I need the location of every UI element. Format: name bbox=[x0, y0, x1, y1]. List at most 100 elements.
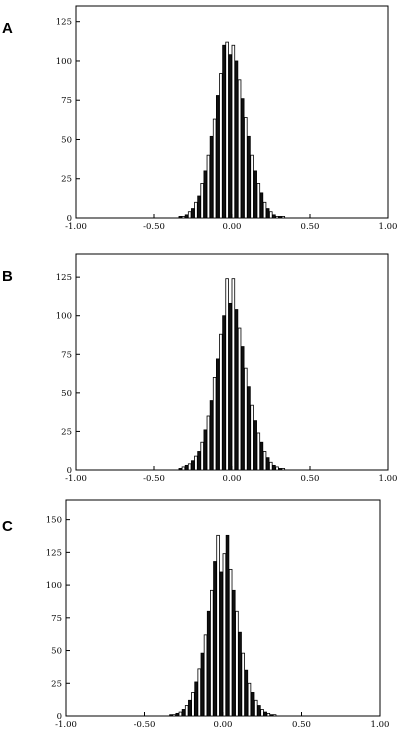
histogram-bar bbox=[269, 461, 273, 471]
histogram-bar bbox=[191, 208, 195, 219]
histogram-bar bbox=[210, 589, 214, 717]
histogram-bar bbox=[203, 429, 208, 471]
histogram-bar bbox=[234, 60, 239, 219]
panel-label-a: A bbox=[2, 20, 13, 37]
histogram-bar bbox=[200, 183, 204, 219]
panel-c: C 0 25 50 75 100 125 150 -1.00 -0.50 0.00 0.50 1.00 bbox=[0, 490, 400, 730]
histogram-bar bbox=[222, 44, 226, 219]
y-tick-label: 125 bbox=[56, 273, 72, 283]
panel-label-c: C bbox=[2, 518, 13, 535]
histogram-bar bbox=[240, 346, 245, 471]
y-tick-label: 125 bbox=[56, 18, 72, 28]
histogram-bar bbox=[191, 460, 195, 471]
histogram-bar bbox=[269, 714, 274, 717]
histogram-bar bbox=[181, 709, 186, 717]
histogram-bar bbox=[281, 468, 286, 471]
histogram-bar bbox=[206, 415, 211, 471]
histogram-bar bbox=[241, 652, 245, 717]
y-tick-label: 0 bbox=[67, 466, 72, 476]
x-tick-label: -1.00 bbox=[55, 720, 77, 730]
histogram-bar bbox=[219, 571, 224, 717]
histogram-bar bbox=[200, 441, 204, 471]
histogram-bar bbox=[275, 216, 279, 219]
histogram-bar bbox=[272, 714, 277, 717]
histogram-bar bbox=[222, 553, 227, 717]
histogram-bar bbox=[197, 668, 202, 717]
histogram-bar bbox=[209, 135, 214, 219]
histogram-bar bbox=[231, 44, 236, 219]
histogram-bar bbox=[253, 170, 257, 219]
histogram-bar bbox=[215, 95, 220, 219]
histogram-a: 0 25 50 75 100 125 -1.00 -0.50 0.00 0.50 1.00 bbox=[56, 5, 397, 232]
histogram-bar bbox=[237, 327, 242, 471]
y-tick-label: 25 bbox=[51, 679, 62, 689]
histogram-bar bbox=[203, 634, 208, 717]
histogram-bar bbox=[228, 568, 233, 717]
histogram-bar bbox=[212, 377, 217, 471]
y-tick-label: 50 bbox=[61, 135, 72, 145]
histogram-bar bbox=[172, 714, 176, 717]
histogram-bar bbox=[275, 466, 279, 471]
panel-a: A 0 25 50 75 100 125 -1.00 -0.50 0.00 0.50 1.00 bbox=[0, 0, 400, 240]
histogram-bar bbox=[272, 464, 276, 471]
histogram-bar bbox=[247, 135, 251, 219]
histogram-bar bbox=[263, 711, 267, 717]
histogram-bar bbox=[175, 712, 180, 717]
histogram-bar bbox=[278, 216, 282, 219]
histogram-bar bbox=[262, 201, 267, 219]
x-tick-label: -0.50 bbox=[143, 222, 165, 232]
histogram-bar bbox=[225, 41, 229, 219]
x-tick-label: 0.50 bbox=[292, 720, 311, 730]
histogram-bar bbox=[206, 154, 211, 219]
histogram-bar bbox=[266, 712, 271, 717]
histogram-bar bbox=[178, 216, 183, 219]
histogram-bar bbox=[253, 420, 257, 471]
histogram-bar bbox=[225, 278, 229, 471]
histogram-bar bbox=[257, 705, 261, 717]
y-tick-label: 75 bbox=[61, 350, 72, 360]
histogram-bar bbox=[231, 278, 236, 471]
x-tick-label: 0.00 bbox=[223, 474, 242, 484]
histogram-bar bbox=[265, 208, 270, 219]
y-tick-label: 100 bbox=[46, 581, 62, 591]
y-tick-label: 25 bbox=[61, 427, 72, 437]
histogram-bar bbox=[213, 561, 217, 717]
histogram-bar bbox=[187, 463, 192, 471]
histogram-bar bbox=[203, 170, 208, 219]
histogram-bar bbox=[184, 464, 189, 471]
histogram-bar bbox=[197, 451, 201, 471]
histogram-c: 0 25 50 75 100 125 150 -1.00 -0.50 0.00 0.50 1.00 bbox=[46, 499, 389, 730]
histogram-bar bbox=[209, 400, 214, 471]
panel-b: B 0 25 50 75 100 125 -1.00 -0.50 0.00 0.50 1.00 bbox=[0, 240, 400, 490]
histogram-bar bbox=[191, 692, 195, 717]
histogram-bar bbox=[181, 216, 186, 219]
histogram-bar bbox=[244, 117, 248, 219]
y-tick-label: 125 bbox=[46, 548, 62, 558]
histogram-bar bbox=[250, 154, 254, 219]
y-tick-label: 75 bbox=[51, 614, 62, 624]
y-tick-label: 25 bbox=[61, 175, 72, 185]
histogram-bar bbox=[206, 610, 211, 717]
histogram-bar bbox=[184, 214, 189, 219]
histogram-bar bbox=[228, 302, 233, 471]
histogram-bar bbox=[184, 705, 189, 717]
histogram-bar bbox=[253, 699, 258, 717]
histogram-bar bbox=[228, 54, 233, 219]
histogram-bar bbox=[169, 714, 173, 717]
histogram-bar bbox=[247, 386, 251, 471]
histogram-bar bbox=[225, 534, 230, 717]
y-tick-label: 0 bbox=[57, 712, 62, 722]
histogram-bar bbox=[237, 79, 242, 219]
histogram-bar bbox=[244, 669, 249, 717]
y-tick-label: 50 bbox=[61, 389, 72, 399]
panel-label-b: B bbox=[2, 268, 13, 285]
y-tick-label: 0 bbox=[67, 214, 72, 224]
x-tick-label: 0.50 bbox=[301, 222, 320, 232]
y-tick-label: 100 bbox=[56, 312, 72, 322]
histogram-bar bbox=[194, 681, 198, 717]
histogram-bar bbox=[216, 534, 220, 717]
histogram-bar bbox=[281, 216, 286, 219]
histogram-bar bbox=[234, 309, 239, 471]
y-tick-label: 50 bbox=[51, 647, 62, 657]
histogram-bar bbox=[232, 589, 236, 717]
